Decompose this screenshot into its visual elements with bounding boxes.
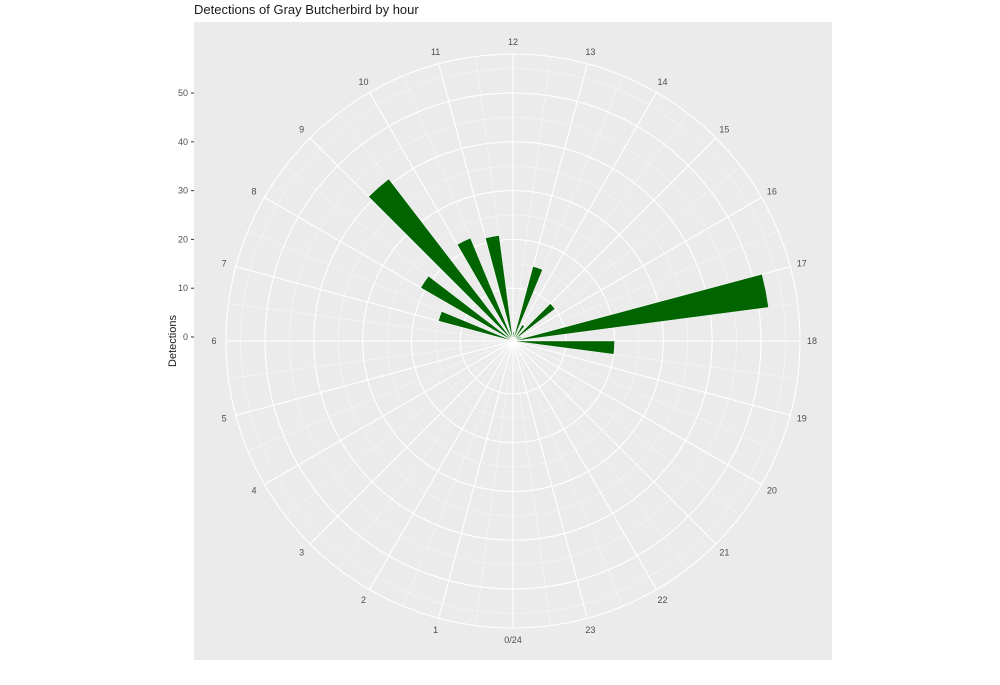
bar-18	[516, 340, 615, 355]
hour-label-19: 19	[797, 413, 807, 423]
grid-spoke	[512, 340, 791, 416]
hour-label-0: 0/24	[504, 635, 522, 645]
bar-7	[438, 311, 510, 341]
hour-label-2: 2	[361, 595, 366, 605]
grid-spoke	[512, 92, 657, 342]
grid-spoke-minor	[512, 113, 688, 342]
hour-label-3: 3	[299, 547, 304, 557]
grid-spoke-minor	[512, 340, 741, 516]
grid-spoke-minor	[512, 340, 779, 452]
grid-spoke	[512, 340, 657, 590]
bar-10	[457, 237, 512, 338]
grid-spoke	[369, 340, 514, 590]
hour-label-9: 9	[299, 125, 304, 135]
hour-label-17: 17	[797, 259, 807, 269]
hour-label-10: 10	[358, 77, 368, 87]
bars	[368, 178, 769, 355]
grid-spoke	[512, 340, 588, 619]
grid-spoke-minor	[512, 340, 624, 607]
y-tick-label: 10	[178, 283, 188, 293]
grid-spoke	[512, 197, 762, 342]
grid-spoke	[264, 340, 514, 485]
hour-label-5: 5	[222, 413, 227, 423]
y-tick-label: 50	[178, 88, 188, 98]
hour-label-14: 14	[657, 77, 667, 87]
grid-spoke	[309, 340, 514, 545]
y-tick-label: 40	[178, 137, 188, 147]
grid-lines	[225, 53, 801, 629]
hour-labels: 0/24123456789101112131415161718192021222…	[211, 37, 817, 645]
hour-label-8: 8	[252, 187, 257, 197]
grid-spoke	[512, 340, 717, 545]
grid-spoke-minor	[228, 303, 514, 342]
hour-label-15: 15	[719, 125, 729, 135]
hour-label-13: 13	[585, 47, 595, 57]
grid-spoke	[512, 340, 762, 485]
hour-label-20: 20	[767, 486, 777, 496]
grid-spoke	[438, 340, 514, 619]
grid-spoke-minor	[512, 230, 779, 342]
bar-15	[515, 303, 556, 339]
grid-spoke-minor	[338, 340, 514, 569]
grid-spoke-minor	[512, 340, 551, 626]
bar-9	[368, 178, 511, 339]
hour-label-12: 12	[508, 37, 518, 47]
grid-spoke-minor	[475, 340, 514, 626]
bar-17	[516, 274, 769, 341]
grid-spoke-minor	[247, 340, 514, 452]
grid-spoke-minor	[512, 56, 551, 342]
y-tick-label: 30	[178, 186, 188, 196]
bar-12	[512, 331, 515, 338]
grid-spoke-minor	[285, 340, 514, 516]
y-tick-label: 20	[178, 234, 188, 244]
bar-16	[516, 336, 522, 340]
hour-label-4: 4	[252, 486, 257, 496]
y-axis-title: Detections	[167, 315, 179, 367]
hour-label-21: 21	[719, 547, 729, 557]
grid-spoke-minor	[512, 340, 688, 569]
hour-label-6: 6	[211, 336, 216, 346]
hour-label-18: 18	[807, 336, 817, 346]
grid-spoke-minor	[228, 340, 514, 379]
hour-label-16: 16	[767, 187, 777, 197]
grid-spoke	[235, 340, 514, 416]
bar-13	[513, 266, 543, 338]
grid-spoke-minor	[402, 340, 514, 607]
hour-label-22: 22	[657, 595, 667, 605]
hour-label-23: 23	[585, 625, 595, 635]
bar-11	[485, 235, 513, 338]
y-tick-label: 0	[183, 332, 188, 342]
y-axis: 0 10 20 30 40 50	[178, 88, 194, 342]
bar-14	[514, 324, 525, 339]
chart-title: Detections of Gray Butcherbird by hour	[194, 2, 419, 17]
hour-label-7: 7	[222, 259, 227, 269]
hour-label-11: 11	[431, 47, 440, 57]
bar-8	[420, 275, 511, 340]
hour-label-1: 1	[433, 625, 438, 635]
